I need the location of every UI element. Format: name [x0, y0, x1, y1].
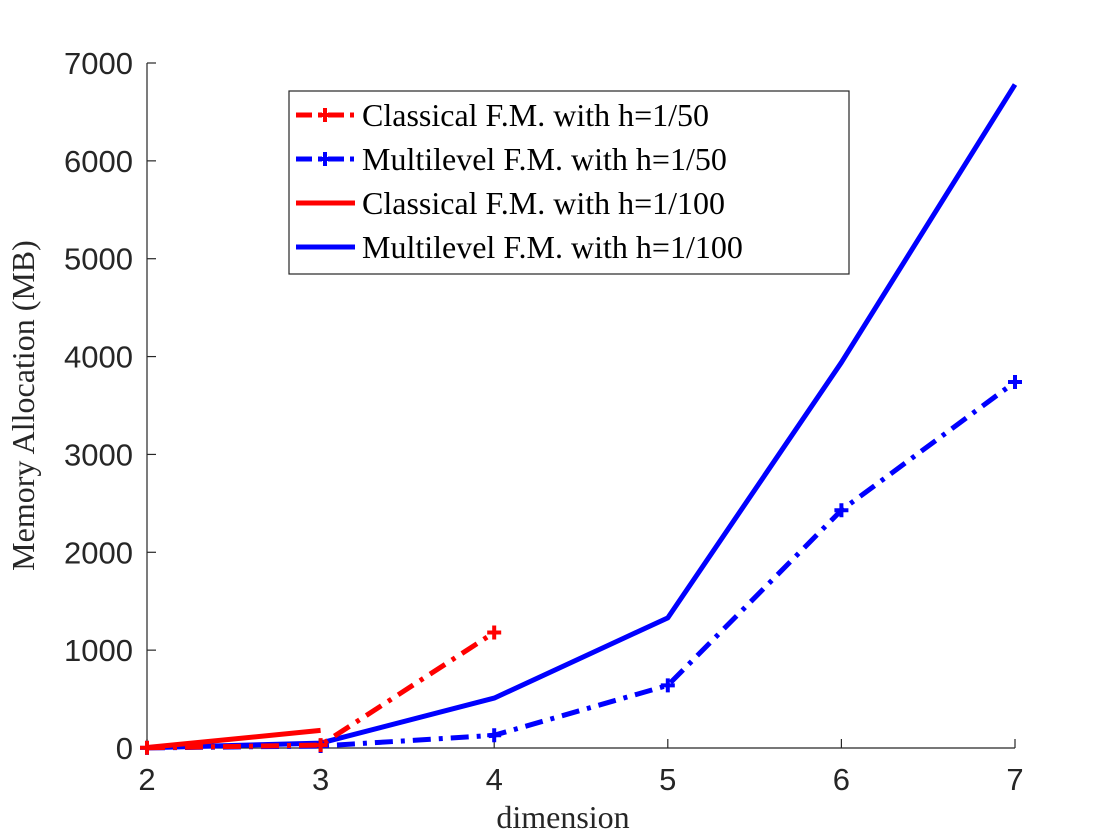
legend-label: Classical F.M. with h=1/50 — [362, 97, 709, 133]
series-line — [146, 380, 1017, 751]
x-tick-label: 7 — [1006, 762, 1023, 797]
y-tick-label: 4000 — [64, 340, 133, 375]
y-tick-label: 7000 — [64, 46, 133, 81]
y-tick-label: 3000 — [64, 437, 133, 472]
y-axis-title: Memory Allocation (MB) — [5, 240, 41, 571]
legend-label: Classical F.M. with h=1/100 — [362, 185, 725, 221]
y-tick-label: 5000 — [64, 242, 133, 277]
data-point-marker — [834, 503, 849, 518]
x-axis-title: dimension — [496, 799, 629, 835]
legend-label: Multilevel F.M. with h=1/50 — [362, 141, 727, 177]
y-tick-label: 6000 — [64, 144, 133, 179]
legend-entry: Multilevel F.M. with h=1/50 — [296, 141, 727, 177]
x-tick-label: 4 — [486, 762, 503, 797]
legend-entry: Classical F.M. with h=1/100 — [296, 185, 725, 221]
y-tick-label: 1000 — [64, 633, 133, 668]
x-tick-label: 5 — [659, 762, 676, 797]
legend-box — [288, 90, 850, 275]
series-line — [146, 83, 1018, 751]
data-point-marker — [487, 625, 502, 640]
data-point-marker — [140, 740, 154, 755]
series-2 — [140, 375, 1022, 755]
y-tick-label: 0 — [116, 731, 133, 766]
legend-label: Multilevel F.M. with h=1/100 — [362, 229, 743, 265]
y-tick-label: 2000 — [64, 535, 133, 570]
series-4 — [146, 83, 1018, 751]
data-point-marker — [313, 738, 328, 753]
data-point-marker — [487, 728, 502, 743]
x-tick-label: 2 — [138, 762, 155, 797]
x-tick-label: 6 — [833, 762, 850, 797]
series-group — [140, 83, 1022, 755]
legend-marker — [318, 152, 332, 166]
series-1 — [140, 625, 502, 755]
data-point-marker — [660, 678, 675, 693]
series-3 — [146, 727, 321, 750]
series-line — [146, 727, 321, 750]
legend: Classical F.M. with h=1/50 Multilevel F.M… — [288, 90, 850, 275]
x-tick-label: 3 — [312, 762, 329, 797]
axes: 2 3 4 5 6 7 0 1000 2000 3000 4000 5000 6000 7000 dimen… — [5, 46, 1024, 835]
data-point-marker — [1008, 375, 1022, 390]
legend-entry: Multilevel F.M. with h=1/100 — [296, 229, 743, 265]
legend-entry: Classical F.M. with h=1/50 — [296, 97, 709, 133]
series-line — [146, 630, 496, 751]
legend-marker — [318, 108, 332, 122]
